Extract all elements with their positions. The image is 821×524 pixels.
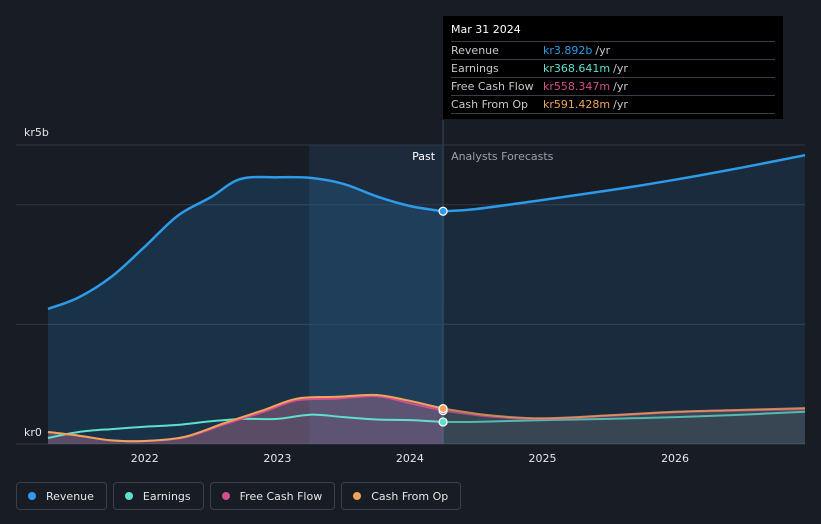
cash-from-op-forecast-line [442, 407, 806, 420]
tooltip-row-cash-from-op: Cash From Op kr591.428m /yr [451, 95, 775, 114]
gridlines [16, 144, 805, 445]
cash-from-op-past-line [47, 393, 444, 443]
chart-text: Past Analysts Forecasts 2022 2023 2024 2025 20… [131, 150, 689, 465]
tooltip-label: Revenue [451, 44, 499, 57]
tooltip-unit: /yr [613, 80, 628, 93]
tooltip-value: kr558.347m [543, 80, 611, 93]
data-tooltip: Mar 31 2024 Revenue kr3.892b /yr Earning… [443, 16, 783, 119]
earnings-forecast-line [443, 410, 806, 424]
x-tick-label: 2026 [661, 452, 689, 465]
highlight-points [438, 206, 448, 427]
legend-dot-icon [124, 492, 133, 500]
revenue-point [438, 206, 448, 216]
x-tick-label: 2025 [529, 452, 557, 465]
tooltip-unit: /yr [595, 44, 611, 57]
tooltip-date: Mar 31 2024 [451, 23, 521, 36]
tooltip-unit: /yr [613, 62, 628, 75]
area-fills [48, 155, 805, 444]
free-cash-flow-area [48, 396, 444, 444]
legend-label: Free Cash Flow [239, 489, 323, 503]
y-axis-top-label: kr5b [24, 126, 49, 139]
series-lines [47, 153, 806, 443]
tooltip-value: kr3.892b [543, 44, 593, 57]
tooltip-label: Earnings [451, 62, 499, 75]
revenue-forecast-line [443, 153, 806, 213]
tooltip-row-free-cash-flow: Free Cash Flow kr558.347m /yr [451, 77, 775, 95]
past-label: Past [412, 150, 436, 163]
cash-from-op-area [48, 394, 805, 444]
y-axis-bottom-label: kr0 [24, 426, 42, 439]
tooltip-row-revenue: Revenue kr3.892b /yr [451, 41, 775, 59]
tooltip-value: kr591.428m [543, 98, 611, 111]
revenue-past-line [47, 175, 444, 311]
legend-item-cash-from-op[interactable]: Cash From Op [341, 482, 462, 510]
legend-label: Earnings [142, 489, 191, 503]
x-tick-label: 2023 [263, 452, 291, 465]
legend-label: Cash From Op [371, 489, 449, 503]
tooltip-label: Cash From Op [451, 98, 529, 111]
forecast-label: Analysts Forecasts [451, 150, 554, 163]
tooltip-label: Free Cash Flow [451, 80, 534, 93]
revenue-past-area [48, 177, 444, 444]
legend-item-free-cash-flow[interactable]: Free Cash Flow [209, 482, 336, 510]
legend-item-earnings[interactable]: Earnings [112, 482, 204, 510]
legend-dot-icon [353, 492, 362, 500]
legend-label: Revenue [46, 489, 94, 503]
chart-legend: Revenue Earnings Free Cash Flow Cash Fro… [16, 482, 462, 510]
x-tick-label: 2022 [131, 452, 159, 465]
legend-dot-icon [28, 492, 36, 500]
tooltip-row-earnings: Earnings kr368.641m /yr [451, 59, 775, 77]
legend-item-revenue[interactable]: Revenue [16, 482, 107, 510]
cash-from-op-point [438, 404, 448, 414]
x-tick-label: 2024 [396, 452, 424, 465]
revenue-forecast-area [443, 155, 805, 444]
tooltip-unit: /yr [613, 98, 628, 111]
legend-dot-icon [221, 492, 230, 500]
earnings-point [438, 417, 448, 427]
tooltip-value: kr368.641m [543, 62, 611, 75]
